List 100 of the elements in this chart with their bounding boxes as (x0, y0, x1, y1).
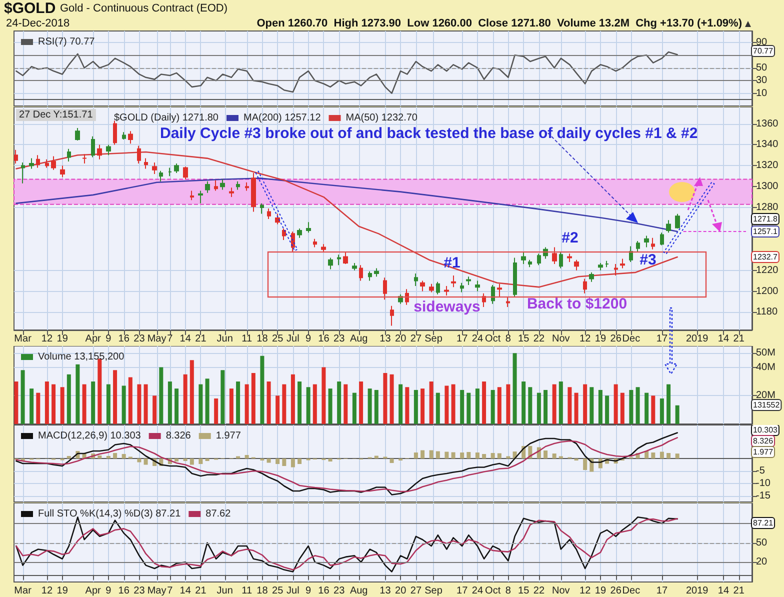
bar (651, 452, 656, 458)
bar (198, 458, 203, 464)
x-tick-label: 15 (518, 334, 530, 344)
y-tick-label: 1360 (756, 118, 779, 130)
bar (344, 384, 348, 424)
bar (444, 386, 449, 424)
candlestick (660, 232, 664, 246)
y-tick-label: 30 (756, 75, 768, 86)
bar (282, 384, 286, 424)
x-tick-label: 25 (272, 334, 284, 344)
line-series (16, 178, 678, 232)
bar (583, 458, 588, 470)
text: 87.21 (753, 518, 774, 528)
x-tick-label: Aug (350, 586, 368, 596)
candlestick (675, 213, 680, 229)
bar (98, 456, 102, 458)
candlestick (297, 228, 302, 238)
legend-label: 87.62 (206, 508, 232, 520)
bar (174, 458, 179, 462)
x-tick-label: 20 (395, 586, 407, 596)
bar (144, 458, 148, 465)
x-tick-label: 12 (580, 586, 592, 596)
y-tick-label: -10 (756, 478, 771, 489)
annotation: #1 (444, 254, 460, 272)
bar (490, 453, 495, 458)
bar (60, 387, 64, 424)
candlestick (666, 220, 671, 234)
bar (44, 381, 49, 424)
bar (190, 360, 194, 424)
candlestick (629, 246, 633, 262)
bar (352, 392, 356, 424)
x-tick-label: 8 (505, 586, 512, 596)
bar (429, 450, 434, 458)
x-tick-label: 24 (472, 586, 484, 596)
y-tick-label: 50 (756, 537, 768, 548)
bar (198, 384, 203, 424)
legend-label: MA(50) 1232.70 (346, 112, 418, 124)
bar (497, 387, 502, 424)
bar (598, 390, 602, 424)
bar (236, 381, 240, 424)
candlestick (598, 262, 603, 271)
candlestick (97, 144, 102, 160)
x-tick-label: Dec (622, 586, 640, 596)
candlestick (220, 178, 225, 190)
bar (306, 387, 310, 424)
candlestick (460, 282, 464, 293)
candlestick (251, 172, 256, 212)
y-tick-label: 90 (756, 36, 768, 48)
x-tick-label: 22 (533, 586, 545, 596)
bar (460, 452, 464, 458)
candlestick (29, 158, 34, 170)
x-tick-label: 16 (318, 334, 330, 344)
bar (113, 453, 118, 458)
x-tick-label: 23 (334, 334, 346, 344)
x-tick-label: 14 (718, 334, 730, 344)
candlestick (552, 246, 557, 265)
bar (290, 458, 295, 468)
x-tick-label: Aug (350, 334, 368, 344)
candlestick (137, 145, 141, 164)
bar (644, 451, 649, 458)
x-tick-label: 23 (134, 334, 146, 344)
x-tick-label: 15 (518, 586, 530, 596)
bar (522, 381, 526, 424)
bar (14, 381, 18, 424)
candlestick (75, 127, 80, 141)
bar (128, 377, 132, 424)
chart-title: $GOLD (4, 0, 56, 17)
x-tick-label: 13 (380, 334, 392, 344)
bar (675, 405, 680, 424)
bar (552, 384, 556, 424)
bar (266, 458, 271, 463)
bar (276, 396, 280, 424)
candlestick (321, 244, 326, 252)
x-tick-label: 16 (118, 334, 130, 344)
candlestick (420, 280, 425, 292)
x-tick-label: 12 (580, 334, 592, 344)
legend-label: Volume 13,155,200 (38, 352, 125, 362)
bar (82, 384, 86, 424)
candlestick (374, 268, 379, 278)
candlestick (368, 270, 372, 282)
bar (91, 381, 96, 424)
x-tick-label: Sep (424, 586, 443, 596)
y-tick-label: 1320 (756, 160, 779, 172)
x-tick-label: 17 (656, 586, 668, 596)
bar (290, 374, 295, 424)
x-tick-label: 27 (410, 334, 422, 344)
candlestick (620, 258, 625, 269)
bar (536, 392, 541, 424)
bar (506, 384, 510, 424)
bar (490, 390, 495, 424)
x-tick-label: 21 (733, 586, 745, 596)
bar (436, 451, 440, 458)
x-tick-label: 13 (380, 586, 392, 596)
y-tick-label: 50M (756, 348, 776, 359)
bar (497, 453, 502, 458)
x-tick-label: 14 (718, 586, 730, 596)
annotation: Back to $1200 (526, 296, 628, 312)
candlestick (128, 130, 133, 144)
candlestick (174, 163, 179, 174)
candlestick (190, 190, 194, 201)
